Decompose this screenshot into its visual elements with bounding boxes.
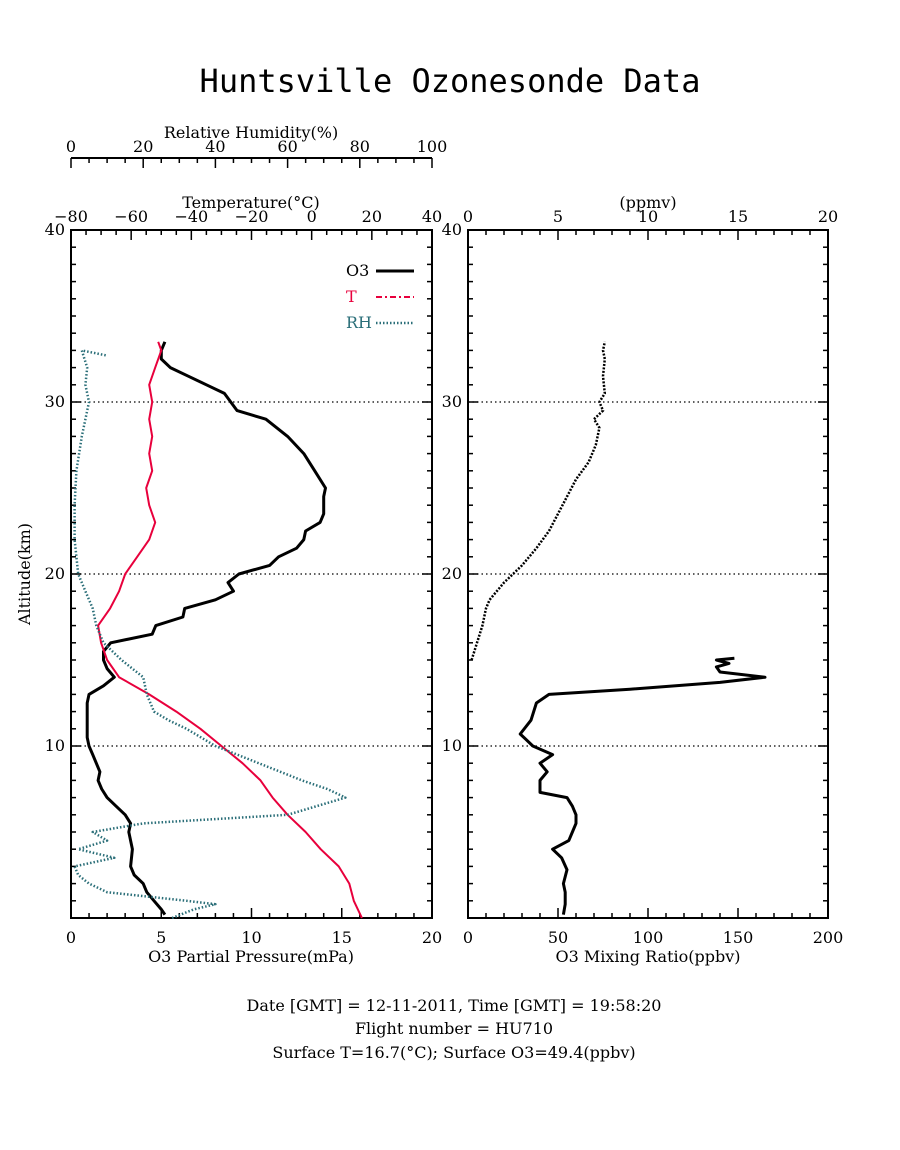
o3-pressure-tick-label: 5 bbox=[156, 928, 166, 947]
right-ytick-label: 10 bbox=[442, 736, 462, 755]
legend-label-o3: O3 bbox=[346, 261, 369, 280]
rh-tick-label: 60 bbox=[277, 137, 297, 156]
ppmv-tick-label: 20 bbox=[818, 207, 838, 226]
ppmv-tick-label: 10 bbox=[638, 207, 658, 226]
ppmv-axis-label: (ppmv) bbox=[619, 193, 676, 212]
mixing-ratio-tick-label: 0 bbox=[463, 928, 473, 947]
left-series bbox=[73, 341, 363, 920]
temperature-tick-label: 40 bbox=[422, 207, 442, 226]
ppmv-tick-label: 5 bbox=[553, 207, 563, 226]
footer-surface-values: Surface T=16.7(°C); Surface O3=49.4(ppbv… bbox=[272, 1043, 635, 1062]
footer-flight-number: Flight number = HU710 bbox=[355, 1019, 553, 1038]
right-ytick-label: 40 bbox=[442, 220, 462, 239]
left-gridlines bbox=[71, 401, 432, 747]
o3-pressure-tick-label: 15 bbox=[332, 928, 352, 947]
right-series bbox=[470, 341, 767, 915]
right-gridlines bbox=[468, 401, 828, 747]
legend: O3 T RH bbox=[346, 261, 414, 332]
left-ytick-label: 20 bbox=[45, 564, 65, 583]
rh-axis-label: Relative Humidity(%) bbox=[164, 123, 338, 142]
temperature-axis-label: Temperature(°C) bbox=[182, 193, 320, 212]
rh-tick-label: 80 bbox=[350, 137, 370, 156]
legend-label-t: T bbox=[346, 287, 357, 306]
right-ytick-label: 20 bbox=[442, 564, 462, 583]
temperature-tick-label: −80 bbox=[54, 207, 88, 226]
left-ytick-label: 40 bbox=[45, 220, 65, 239]
mixing-ratio-tick-label: 200 bbox=[813, 928, 844, 947]
mixing-ratio-tick-label: 150 bbox=[723, 928, 754, 947]
left-ytick-label: 10 bbox=[45, 736, 65, 755]
o3-pressure-tick-label: 10 bbox=[241, 928, 261, 947]
rh-tick-label: 20 bbox=[133, 137, 153, 156]
series-line-rh bbox=[73, 349, 347, 920]
mixing-ratio-line-1 bbox=[518, 656, 767, 915]
left-axis-ticks: 10 20 30 40 0 5 10 15 20 −80 −60 −40 −20 0 20 40 0 20 40 60… bbox=[45, 137, 448, 947]
right-ytick-label: 30 bbox=[442, 392, 462, 411]
series-line-o3 bbox=[85, 341, 327, 916]
ppmv-tick-label: 15 bbox=[728, 207, 748, 226]
left-ytick-label: 30 bbox=[45, 392, 65, 411]
temperature-tick-label: 0 bbox=[307, 207, 317, 226]
o3-pressure-axis-label: O3 Partial Pressure(mPa) bbox=[148, 947, 354, 966]
temperature-tick-label: 20 bbox=[362, 207, 382, 226]
o3-mixing-ratio-axis-label: O3 Mixing Ratio(ppbv) bbox=[555, 947, 740, 966]
rh-tick-label: 0 bbox=[66, 137, 76, 156]
o3-pressure-tick-label: 20 bbox=[422, 928, 442, 947]
rh-tick-label: 40 bbox=[205, 137, 225, 156]
temperature-tick-label: −60 bbox=[114, 207, 148, 226]
left-panel: 10 20 30 40 0 5 10 15 20 −80 −60 −40 −20 0 20 40 0 20 40 60… bbox=[15, 123, 447, 966]
legend-label-rh: RH bbox=[346, 313, 372, 332]
chart-title: Huntsville Ozonesonde Data bbox=[200, 62, 701, 100]
altitude-axis-label: Altitude(km) bbox=[15, 523, 34, 626]
footer-date-time: Date [GMT] = 12-11-2011, Time [GMT] = 19… bbox=[247, 996, 662, 1015]
o3-pressure-tick-label: 0 bbox=[66, 928, 76, 947]
mixing-ratio-line-2 bbox=[470, 341, 607, 661]
mixing-ratio-tick-label: 50 bbox=[548, 928, 568, 947]
ppmv-tick-label: 0 bbox=[463, 207, 473, 226]
temperature-tick-label: −40 bbox=[174, 207, 208, 226]
mixing-ratio-tick-label: 100 bbox=[633, 928, 664, 947]
rh-tick-label: 100 bbox=[417, 137, 448, 156]
temperature-tick-label: −20 bbox=[235, 207, 269, 226]
series-line-t bbox=[97, 341, 363, 919]
